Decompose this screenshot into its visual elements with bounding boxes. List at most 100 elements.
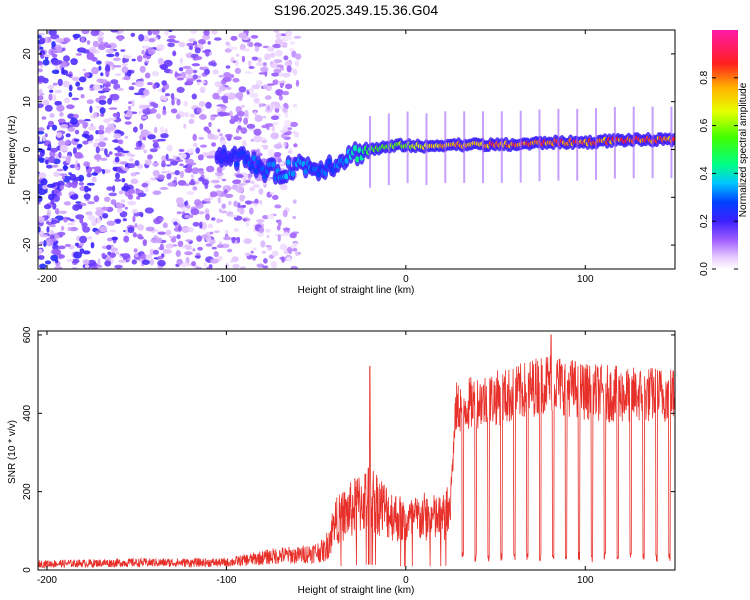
- spectrogram-noise-cell: [122, 66, 127, 73]
- spectrogram-noise-cell: [161, 170, 167, 174]
- spectrogram-noise-cell: [156, 44, 165, 51]
- spectrogram-noise-cell: [100, 113, 105, 117]
- spectrogram-noise-cell: [41, 116, 47, 120]
- spectrogram-noise-cell: [174, 170, 180, 176]
- spectrogram-noise-cell: [279, 161, 285, 166]
- spectrogram-noise-cell: [270, 261, 278, 269]
- spectrogram-noise-cell: [51, 124, 58, 131]
- spectrogram-noise-cell: [138, 140, 143, 148]
- spectrogram-noise-cell: [70, 117, 78, 125]
- spectrogram-noise-cell: [98, 141, 107, 148]
- spectrogram-noise-cell: [112, 166, 118, 171]
- spectrogram-noise-cell: [61, 175, 65, 180]
- spectrogram-noise-cell: [192, 186, 198, 191]
- spectrogram-noise-cell: [80, 36, 86, 43]
- spectrogram-noise-cell: [143, 89, 150, 96]
- spectrogram-noise-cell: [170, 160, 178, 166]
- spectrogram-noise-cell: [90, 30, 100, 37]
- spectrogram-noise-cell: [244, 252, 251, 256]
- spectrogram-signal-cell: [221, 148, 227, 155]
- spectrogram-signal-cell: [271, 161, 276, 168]
- spectrogram-noise-cell: [263, 258, 268, 264]
- spectrogram-noise-cell: [189, 180, 196, 186]
- spectrogram-noise-cell: [38, 68, 44, 73]
- spectrogram-noise-cell: [122, 218, 127, 222]
- spectrogram-noise-cell: [128, 86, 135, 91]
- spectrogram-noise-cell: [75, 201, 82, 204]
- spectrogram-noise-cell: [193, 41, 198, 46]
- spectrogram-noise-cell: [130, 178, 139, 185]
- spectrogram-noise-cell: [176, 159, 183, 162]
- spectrogram-noise-cell: [98, 148, 107, 151]
- spectrogram-noise-cell: [205, 50, 210, 57]
- spectrogram-noise-cell: [294, 131, 300, 138]
- spectrogram-noise-cell: [205, 213, 210, 221]
- spectrogram-noise-cell: [275, 89, 284, 96]
- spectrogram-noise-cell: [118, 190, 124, 195]
- spectrogram-noise-cell: [156, 113, 161, 120]
- colorbar: 0.0 0.2 0.4 0.6 0.8 Normalized spectral ampl…: [699, 30, 749, 276]
- spectrogram-noise-cell: [206, 155, 215, 159]
- colorbar-tick-label: 0.8: [699, 70, 710, 84]
- spectrogram-noise-cell: [69, 173, 77, 181]
- spectrogram-noise-cell: [94, 154, 102, 161]
- spectrogram-noise-cell: [236, 207, 241, 212]
- spectrogram-noise-cell: [138, 34, 145, 42]
- spectrogram-signal-cell: [353, 145, 358, 152]
- spectrogram-noise-cell: [95, 146, 100, 154]
- spectrogram-noise-cell: [185, 158, 194, 164]
- spectrogram-noise-cell: [239, 194, 245, 202]
- spectrogram-noise-cell: [213, 251, 219, 258]
- snr-y-tick-label: 400: [22, 404, 33, 421]
- spectrogram-noise-cell: [98, 95, 107, 100]
- spectrogram-y-tick-label: 20: [22, 48, 33, 60]
- spectrogram-noise-cell: [75, 204, 83, 209]
- spectrogram-noise-cell: [56, 168, 64, 172]
- spectrogram-noise-cell: [161, 160, 166, 165]
- spectrogram-noise-cell: [200, 144, 207, 148]
- spectrogram-noise-cell: [152, 162, 160, 167]
- spectrogram-noise-cell: [288, 147, 293, 155]
- spectrogram-noise-cell: [211, 149, 216, 155]
- spectrogram-noise-cell: [191, 93, 197, 100]
- spectrogram-noise-cell: [42, 135, 46, 142]
- spectrogram-noise-cell: [105, 48, 115, 54]
- spectrogram-noise-cell: [140, 214, 144, 218]
- spectrogram-noise-cell: [62, 175, 71, 183]
- spectrogram-noise-cell: [292, 103, 298, 108]
- spectrogram-noise-cell: [78, 242, 85, 247]
- spectrogram-noise-cell: [258, 200, 263, 205]
- spectrogram-noise-cell: [273, 30, 280, 33]
- snr-x-tick-label: -100: [216, 575, 236, 586]
- spectrogram-noise-cell: [143, 57, 147, 61]
- spectrogram-noise-cell: [199, 114, 207, 120]
- spectrogram-noise-cell: [163, 59, 173, 67]
- spectrogram-noise-cell: [149, 108, 157, 114]
- spectrogram-noise-cell: [179, 171, 184, 178]
- spectrogram-noise-cell: [271, 250, 279, 257]
- spectrogram-noise-cell: [289, 41, 296, 45]
- spectrogram-noise-cell: [164, 128, 168, 135]
- spectrogram-noise-cell: [78, 48, 87, 52]
- spectrogram-noise-cell: [250, 35, 259, 39]
- spectrogram-noise-cell: [101, 252, 106, 258]
- spectrogram-noise-cell: [176, 77, 184, 81]
- spectrogram-noise-cell: [55, 37, 65, 43]
- spectrogram-noise-cell: [42, 99, 50, 106]
- spectrogram-noise-cell: [250, 250, 254, 254]
- spectrogram-noise-cell: [94, 230, 100, 235]
- spectrogram-noise-cell: [252, 184, 260, 188]
- spectrogram-noise-cell: [182, 165, 189, 169]
- spectrogram-noise-cell: [263, 144, 269, 150]
- spectrogram-noise-cell: [68, 91, 73, 98]
- spectrogram-noise-cell: [65, 73, 73, 77]
- spectrogram-noise-cell: [78, 182, 85, 186]
- spectrogram-noise-cell: [211, 246, 217, 250]
- spectrogram-noise-cell: [170, 93, 175, 100]
- spectrogram-noise-cell: [52, 82, 58, 86]
- spectrogram-noise-cell: [184, 214, 190, 219]
- spectrogram-signal-cell: [249, 164, 255, 171]
- spectrogram-noise-cell: [162, 249, 172, 254]
- spectrogram-noise-cell: [209, 231, 214, 235]
- spectrogram-noise-cell: [86, 172, 92, 178]
